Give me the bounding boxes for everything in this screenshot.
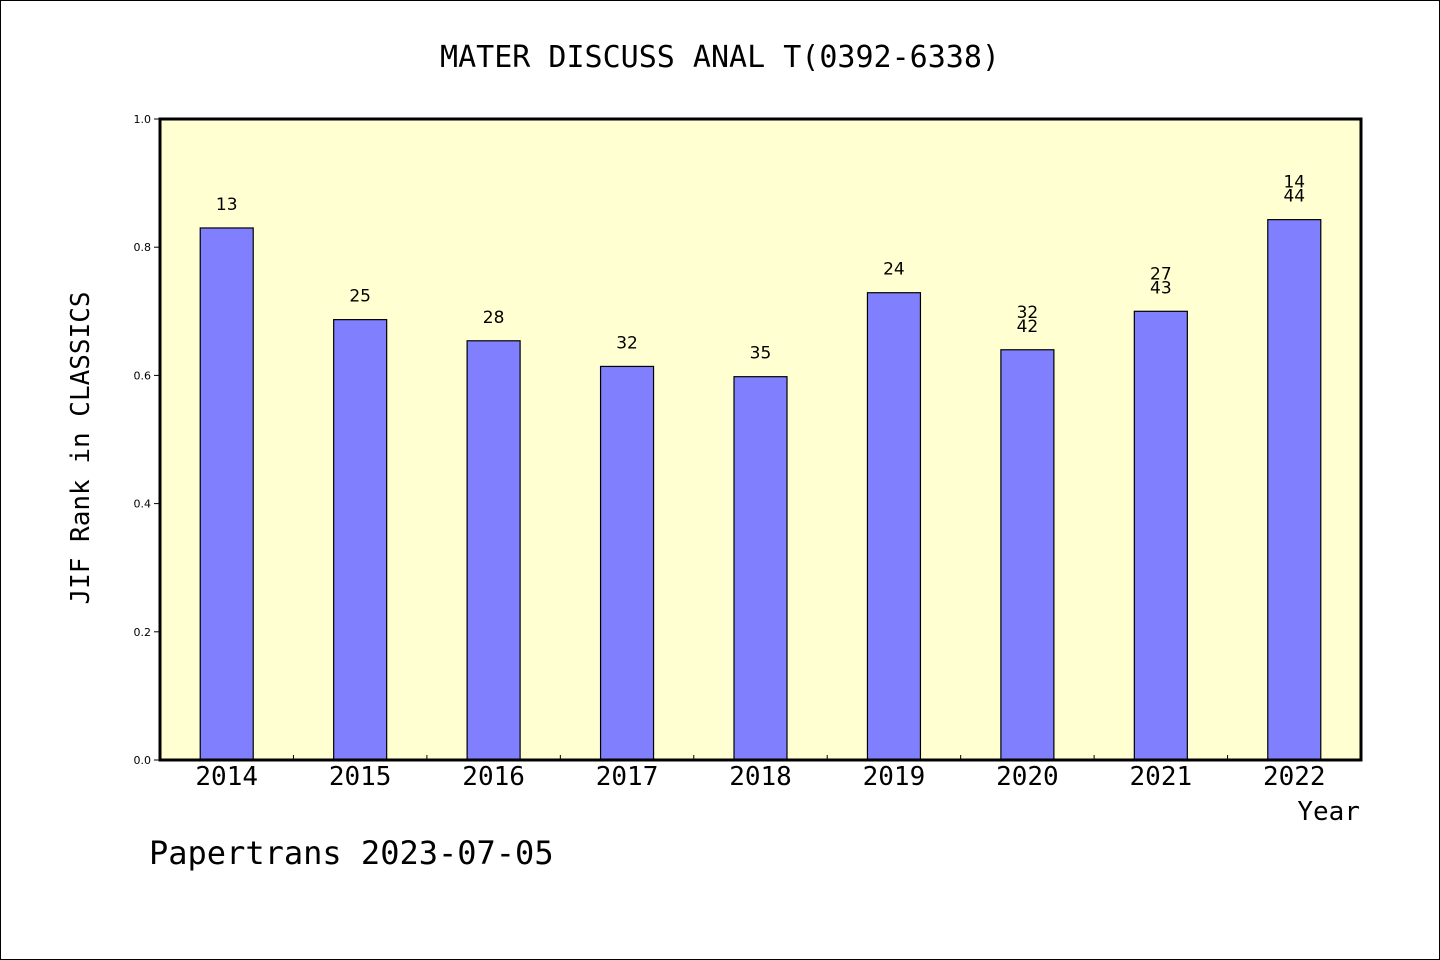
x-tick-label-2016: 2016: [462, 762, 525, 792]
x-tick-label-2014: 2014: [195, 762, 258, 792]
x-tick-label-2019: 2019: [863, 762, 926, 792]
y-tick-label-0.4: 0.4: [134, 498, 152, 511]
x-tick-label-2021: 2021: [1130, 762, 1193, 792]
y-axis: 0.0 0.2 0.4 0.6 0.8 1.0: [134, 113, 160, 767]
x-tick-label-2022: 2022: [1263, 762, 1326, 792]
x-tick-label-2018: 2018: [729, 762, 792, 792]
y-tick-label-0.0: 0.0: [134, 754, 152, 767]
bar-label-2014: 13: [216, 195, 238, 215]
x-axis: 2014 2015 2016 2017 2018 2019 2020 2021 2022: [195, 755, 1326, 792]
bars-group: [199, 219, 1322, 761]
bar-label-2021-2: 43: [1150, 278, 1172, 298]
bar-2014: [199, 227, 254, 761]
x-tick-label-2020: 2020: [996, 762, 1059, 792]
bar-2015: [333, 319, 388, 761]
bar-2017: [599, 365, 655, 761]
bar-2018: [733, 376, 788, 761]
bar-label-2019: 24: [883, 260, 905, 280]
bar-label-2022-1: 14: [1283, 173, 1305, 193]
y-tick-label-0.8: 0.8: [134, 241, 152, 254]
bar-label-2015: 25: [349, 287, 371, 307]
bar-2022: [1267, 219, 1322, 761]
x-tick-label-2015: 2015: [329, 762, 392, 792]
bar-2021: [1133, 310, 1188, 761]
bar-label-2022-2: 44: [1283, 187, 1305, 207]
bar-label-2016: 28: [483, 308, 505, 328]
x-axis-label: Year: [1297, 797, 1360, 827]
y-tick-label-0.6: 0.6: [134, 369, 152, 382]
x-tick-label-2017: 2017: [596, 762, 659, 792]
bar-label-2018: 35: [750, 344, 772, 364]
y-axis-label: JIF Rank in CLASSICS: [66, 291, 96, 604]
plot-border: [158, 117, 1363, 762]
bar-label-2021-1: 27: [1150, 264, 1172, 284]
footer-credit: Papertrans 2023-07-05: [149, 834, 554, 872]
bar-label-2020-2: 42: [1017, 317, 1039, 337]
y-tick-label-1.0: 1.0: [134, 113, 152, 126]
chart-title: MATER DISCUSS ANAL T(0392-6338): [440, 40, 1000, 75]
y-tick-label-0.2: 0.2: [134, 626, 152, 639]
bar-2019: [866, 292, 922, 761]
bar-2016: [466, 340, 521, 761]
bar-label-2020-1: 32: [1017, 303, 1039, 323]
bar-2020: [1000, 349, 1055, 761]
bar-label-2017: 32: [616, 333, 638, 353]
